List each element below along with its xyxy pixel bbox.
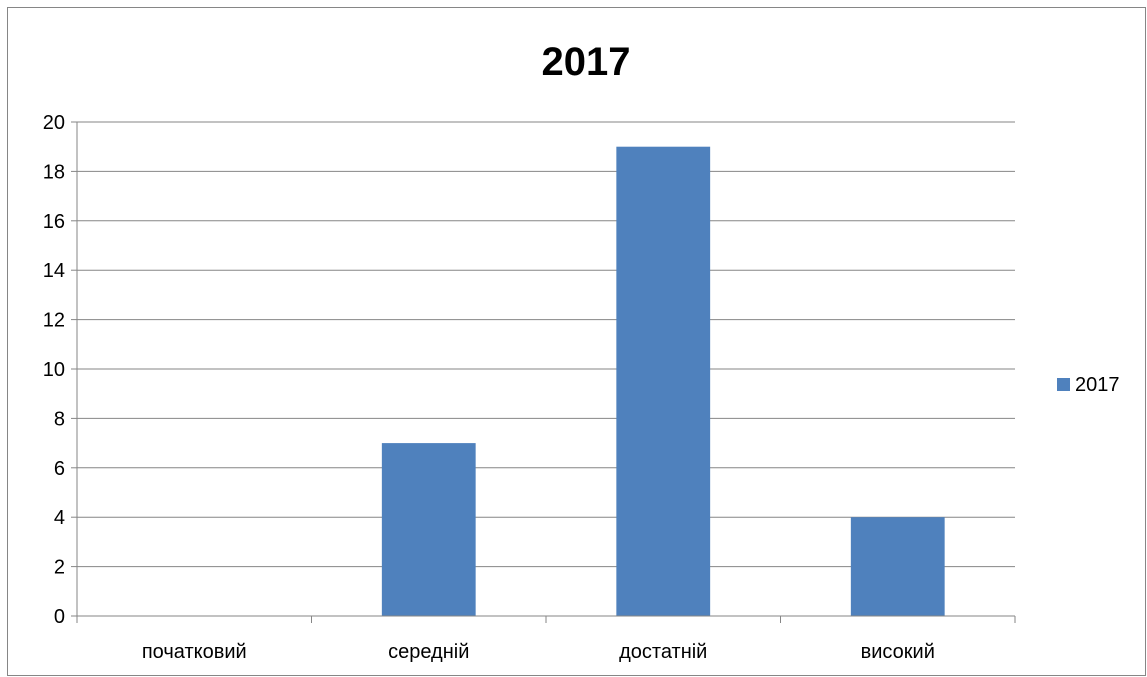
legend-swatch bbox=[1057, 378, 1070, 391]
bar bbox=[381, 443, 476, 616]
y-tick-label: 12 bbox=[43, 310, 65, 332]
y-tick-label: 18 bbox=[43, 161, 65, 183]
x-axis-ticks: початковий середній достатній високий bbox=[76, 616, 1016, 663]
x-tick-label: середній bbox=[388, 641, 469, 663]
chart-title: 2017 bbox=[542, 40, 631, 84]
y-tick-label: 0 bbox=[54, 606, 65, 628]
bars bbox=[381, 146, 945, 616]
x-tick-label: достатній bbox=[619, 641, 707, 663]
y-tick-label: 14 bbox=[43, 260, 65, 282]
legend: 2017 bbox=[1057, 374, 1120, 396]
legend-label: 2017 bbox=[1075, 374, 1120, 396]
chart-area bbox=[7, 7, 1146, 676]
bar bbox=[850, 517, 945, 616]
x-tick-label: початковий bbox=[142, 641, 247, 663]
bar bbox=[616, 146, 711, 616]
y-tick-label: 20 bbox=[43, 112, 65, 134]
y-tick-label: 4 bbox=[54, 507, 65, 529]
y-tick-label: 6 bbox=[54, 458, 65, 480]
gridlines bbox=[77, 121, 1015, 568]
y-tick-label: 16 bbox=[43, 211, 65, 233]
x-tick-label: високий bbox=[861, 641, 935, 663]
y-tick-label: 10 bbox=[43, 359, 65, 381]
y-tick-label: 8 bbox=[54, 408, 65, 430]
y-tick-label: 2 bbox=[54, 557, 65, 579]
y-axis-ticks: 0 2 4 6 8 10 12 14 16 18 20 bbox=[43, 112, 77, 628]
